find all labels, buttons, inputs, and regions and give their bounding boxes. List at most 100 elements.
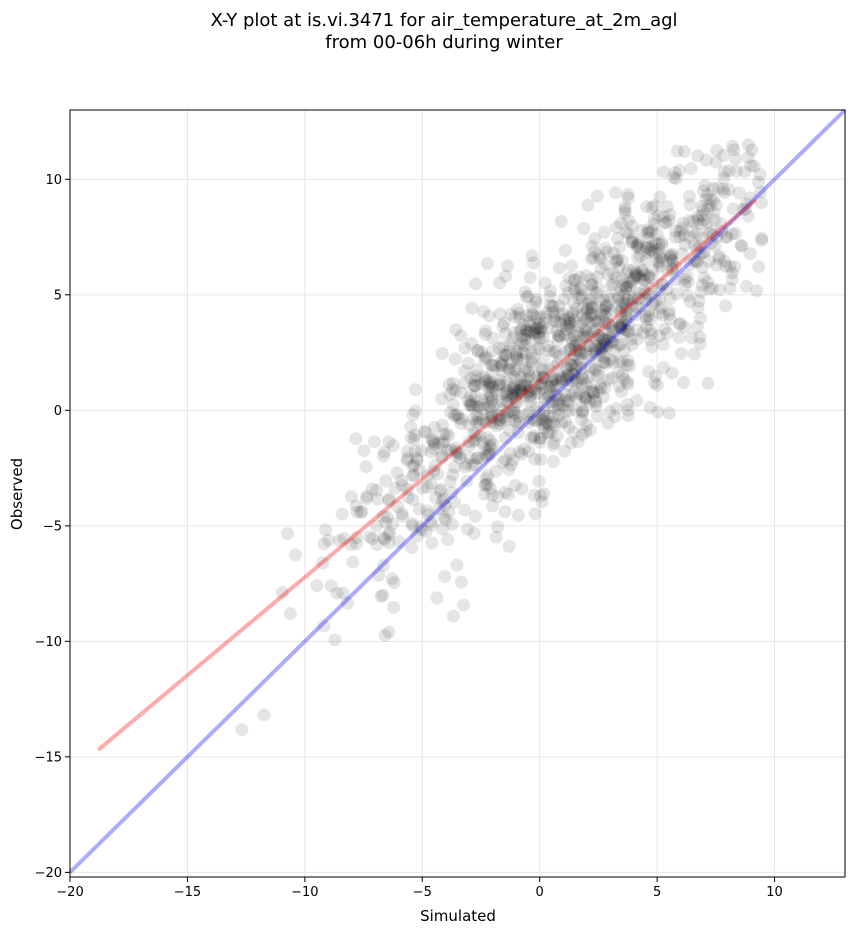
scatter-point-1051 — [669, 260, 683, 274]
scatter-point-1127 — [541, 395, 555, 409]
scatter-point-1052 — [529, 295, 543, 309]
scatter-point-175 — [596, 314, 610, 328]
scatter-point-419 — [448, 495, 461, 509]
scatter-point-936 — [492, 413, 506, 427]
scatter-point-561 — [406, 408, 420, 422]
scatter-point-343 — [619, 300, 633, 314]
scatter-point-297 — [522, 380, 536, 394]
scatter-point-786 — [501, 396, 515, 410]
plot-area-frame — [69, 109, 846, 878]
scatter-point-193 — [491, 490, 505, 504]
scatter-point-833 — [524, 431, 538, 445]
scatter-point-853 — [506, 382, 520, 395]
scatter-point-733 — [510, 384, 524, 398]
scatter-point-878 — [569, 403, 583, 417]
scatter-point-771 — [476, 397, 490, 411]
scatter-point-456 — [658, 322, 672, 336]
scatter-point-663 — [502, 362, 516, 376]
scatter-point-988 — [447, 609, 460, 623]
scatter-point-79 — [682, 214, 696, 228]
scatter-point-918 — [585, 277, 599, 291]
scatter-point-120 — [501, 405, 515, 419]
scatter-point-862 — [553, 308, 567, 322]
scatter-point-849 — [618, 297, 632, 311]
scatter-point-513 — [380, 510, 394, 524]
scatter-point-371 — [628, 270, 642, 284]
scatter-point-234 — [484, 404, 498, 418]
scatter-point-667 — [629, 300, 643, 314]
scatter-point-27 — [675, 221, 689, 235]
scatter-point-249 — [517, 379, 531, 393]
scatter-point-170 — [406, 459, 420, 473]
scatter-point-729 — [706, 193, 720, 207]
scatter-point-1190 — [635, 264, 649, 278]
scatter-point-17 — [577, 222, 591, 235]
scatter-point-477 — [642, 365, 656, 379]
scatter-point-567 — [711, 181, 725, 195]
scatter-point-827 — [574, 283, 588, 296]
scatter-point-40 — [517, 442, 531, 456]
scatter-point-24 — [526, 256, 540, 270]
scatter-point-900 — [645, 340, 659, 354]
scatter-point-427 — [561, 310, 575, 324]
scatter-point-783 — [602, 317, 615, 331]
scatter-point-369 — [616, 278, 630, 292]
scatter-point-338 — [489, 530, 503, 544]
scatter-point-150 — [492, 378, 506, 392]
scatter-point-756 — [382, 494, 396, 508]
scatter-point-327 — [486, 380, 499, 394]
scatter-point-839 — [497, 378, 511, 392]
scatter-point-775 — [630, 238, 644, 252]
scatter-point-1015 — [495, 395, 508, 408]
scatter-point-283 — [729, 152, 743, 166]
scatter-point-515 — [458, 376, 472, 390]
scatter-point-531 — [478, 441, 492, 455]
scatter-point-1169 — [712, 249, 726, 263]
scatter-point-755 — [723, 281, 737, 295]
scatter-point-632 — [567, 273, 581, 287]
scatter-point-716 — [378, 628, 392, 642]
scatter-point-70 — [550, 315, 563, 329]
scatter-point-212 — [573, 280, 587, 294]
scatter-point-496 — [577, 330, 591, 344]
scatter-point-815 — [618, 206, 632, 220]
scatter-point-485 — [480, 431, 494, 445]
scatter-point-365 — [588, 339, 602, 353]
scatter-point-872 — [656, 337, 670, 351]
scatter-point-497 — [473, 429, 487, 443]
scatter-point-453 — [581, 328, 594, 342]
scatter-point-532 — [454, 329, 468, 343]
scatter-point-16 — [435, 347, 449, 360]
scatter-point-503 — [701, 275, 715, 289]
scatter-point-983 — [404, 431, 418, 445]
scatter-point-1147 — [662, 307, 676, 321]
scatter-point-65 — [550, 397, 564, 411]
scatter-point-790 — [590, 189, 604, 203]
scatter-point-425 — [549, 373, 563, 387]
scatter-point-431 — [543, 289, 557, 303]
scatter-point-250 — [563, 343, 577, 356]
scatter-point-115 — [508, 310, 522, 324]
scatter-point-1024 — [734, 238, 748, 252]
scatter-point-850 — [377, 445, 391, 459]
scatter-point-530 — [534, 432, 547, 445]
scatter-point-236 — [451, 446, 465, 460]
scatter-point-932 — [639, 253, 653, 266]
scatter-point-284 — [492, 341, 506, 355]
scatter-point-630 — [569, 338, 583, 351]
scatter-point-111 — [725, 266, 739, 280]
scatter-point-978 — [504, 338, 518, 351]
scatter-point-45 — [690, 255, 704, 269]
scatter-point-303 — [500, 386, 514, 399]
scatter-point-440 — [516, 385, 530, 399]
scatter-point-96 — [520, 407, 534, 421]
scatter-point-167 — [630, 323, 644, 337]
scatter-point-1154 — [657, 210, 671, 224]
scatter-point-1084 — [547, 415, 560, 429]
scatter-point-444 — [637, 284, 651, 298]
scatter-point-378 — [510, 395, 524, 409]
scatter-point-78 — [576, 371, 589, 385]
scatter-point-159 — [528, 370, 542, 384]
scatter-point-337 — [442, 377, 456, 391]
scatter-point-1034 — [525, 345, 538, 359]
